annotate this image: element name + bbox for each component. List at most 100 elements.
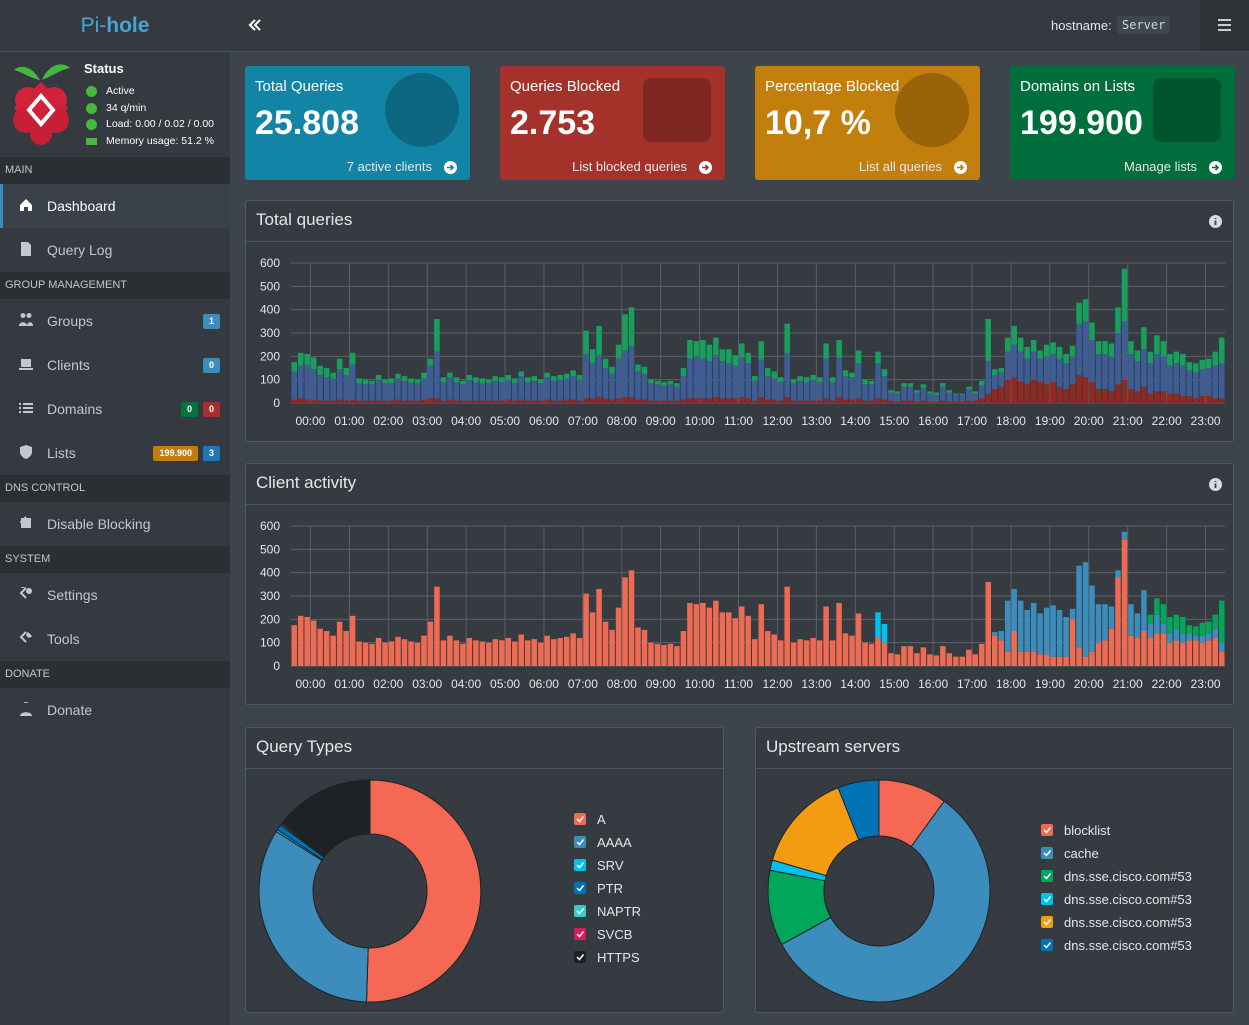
bar bbox=[888, 400, 894, 403]
bar bbox=[920, 400, 927, 403]
bar bbox=[1206, 633, 1212, 641]
chevron bbox=[19, 631, 27, 643]
stat-box[interactable]: Domains on Lists 199.900 Manage lists bbox=[1010, 66, 1235, 180]
x-tick-label: 22:00 bbox=[1152, 677, 1182, 691]
icon-shape bbox=[447, 164, 455, 171]
y-tick-label: 200 bbox=[260, 349, 280, 363]
x-tick-label: 21:00 bbox=[1113, 414, 1143, 428]
bar bbox=[758, 341, 764, 360]
nav-item[interactable]: Domains 0 0 bbox=[0, 387, 230, 431]
bar bbox=[1219, 363, 1225, 399]
bar bbox=[576, 379, 583, 401]
bar bbox=[401, 376, 408, 381]
nav-item[interactable]: Disable Blocking bbox=[0, 502, 230, 546]
bar bbox=[512, 400, 518, 403]
slice bbox=[781, 800, 991, 1003]
badge: 0 bbox=[202, 357, 220, 373]
y-tick-label: 200 bbox=[260, 612, 280, 626]
bar bbox=[1056, 347, 1063, 359]
bar bbox=[881, 376, 888, 400]
bar bbox=[680, 376, 687, 400]
bar bbox=[1017, 337, 1024, 352]
bar bbox=[401, 639, 408, 666]
bar bbox=[693, 356, 700, 399]
bar bbox=[641, 399, 648, 403]
menu-button[interactable] bbox=[1200, 0, 1249, 51]
status-icon bbox=[86, 102, 97, 114]
bar bbox=[570, 399, 576, 403]
nav-item[interactable]: Query Log bbox=[0, 228, 230, 272]
icon-shape bbox=[21, 242, 31, 256]
bar bbox=[466, 375, 473, 380]
nav-item[interactable]: Groups 1 bbox=[0, 299, 230, 343]
arrow-icon bbox=[699, 161, 712, 174]
nav-label: Query Log bbox=[47, 242, 113, 258]
bar bbox=[719, 349, 726, 361]
bar bbox=[622, 577, 628, 666]
nav-item[interactable]: Clients 0 bbox=[0, 343, 230, 387]
bar bbox=[1102, 640, 1108, 666]
bar bbox=[914, 390, 920, 393]
bar bbox=[1063, 363, 1069, 389]
bar bbox=[1108, 343, 1115, 357]
bar bbox=[499, 640, 505, 666]
bar bbox=[557, 375, 563, 380]
bar bbox=[499, 382, 505, 401]
nav-item[interactable]: Dashboard bbox=[0, 184, 230, 228]
bar bbox=[687, 358, 693, 399]
bar bbox=[421, 378, 427, 400]
bar bbox=[1108, 628, 1115, 666]
bar bbox=[1089, 340, 1095, 382]
bar bbox=[855, 398, 862, 403]
bar bbox=[940, 386, 946, 401]
bar bbox=[1154, 598, 1160, 615]
bar bbox=[661, 400, 667, 403]
bar bbox=[330, 378, 336, 401]
nav-item[interactable]: Lists 199.900 3 bbox=[0, 431, 230, 475]
bar bbox=[732, 398, 739, 403]
brand-light: Pi- bbox=[80, 14, 107, 37]
bar bbox=[492, 400, 499, 403]
x-tick-label: 20:00 bbox=[1074, 414, 1104, 428]
bar bbox=[297, 365, 304, 399]
bar bbox=[940, 400, 946, 403]
bar bbox=[563, 373, 570, 379]
x-tick-label: 04:00 bbox=[451, 414, 481, 428]
stat-box[interactable]: Percentage Blocked 10,7 % List all queries bbox=[755, 66, 980, 180]
bar bbox=[460, 384, 466, 401]
brand[interactable]: Pi-hole bbox=[0, 0, 230, 52]
stat-box[interactable]: Queries Blocked 2.753 List blocked queries bbox=[500, 66, 725, 180]
nav-item[interactable]: Settings bbox=[0, 573, 230, 617]
collapse-icon[interactable] bbox=[248, 18, 262, 32]
badge: 1 bbox=[202, 313, 220, 329]
bar bbox=[1050, 354, 1056, 382]
bar bbox=[1063, 354, 1069, 364]
bar bbox=[1108, 606, 1115, 629]
bar bbox=[557, 638, 563, 666]
bar bbox=[1102, 389, 1108, 403]
bar bbox=[1212, 365, 1219, 399]
bar bbox=[447, 635, 453, 666]
nav-icon bbox=[21, 242, 31, 256]
bar bbox=[602, 368, 609, 399]
bar bbox=[907, 646, 914, 666]
legend-check bbox=[1043, 942, 1052, 949]
bar bbox=[868, 384, 875, 401]
nav-item[interactable]: Donate bbox=[0, 688, 230, 732]
bar bbox=[875, 612, 881, 638]
icon-shape bbox=[20, 199, 32, 211]
bar bbox=[829, 640, 836, 666]
stat-box[interactable]: Total Queries 25.808 7 active clients bbox=[245, 66, 470, 180]
bar bbox=[758, 604, 764, 666]
bar bbox=[953, 656, 959, 666]
status-text: Active bbox=[106, 85, 135, 97]
stat-title: Total Queries bbox=[255, 78, 344, 95]
nav-item[interactable]: Tools bbox=[0, 617, 230, 661]
bar bbox=[1050, 382, 1056, 403]
bar bbox=[894, 391, 901, 394]
bar bbox=[537, 379, 544, 384]
bar bbox=[375, 379, 382, 401]
x-tick-label: 11:00 bbox=[724, 677, 753, 691]
x-tick-label: 18:00 bbox=[996, 677, 1026, 691]
bar bbox=[408, 383, 414, 401]
